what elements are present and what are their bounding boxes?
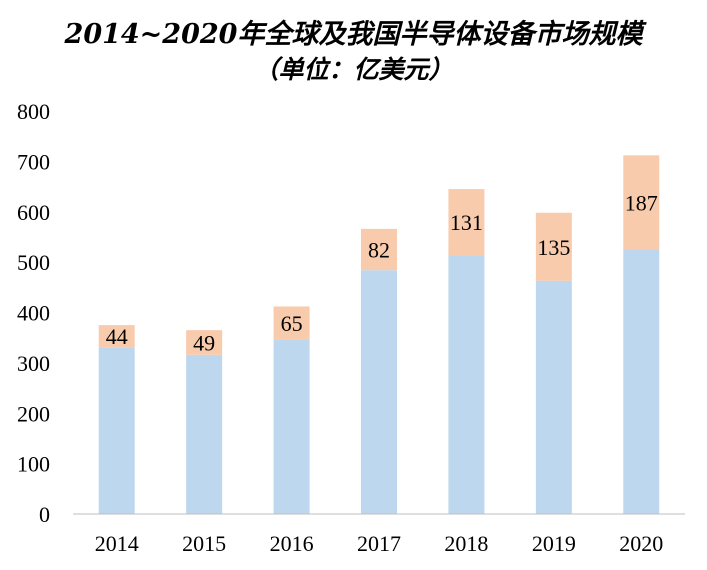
data-label: 135 bbox=[537, 235, 570, 260]
bar-base-segment bbox=[535, 280, 572, 514]
bar-top-segment bbox=[361, 228, 397, 271]
data-label: 49 bbox=[193, 330, 215, 355]
bar-base-segment bbox=[623, 249, 660, 514]
x-tick-label: 2017 bbox=[357, 531, 401, 556]
y-tick-label: 800 bbox=[17, 99, 50, 124]
chart-subtitle: （单位：亿美元） bbox=[253, 55, 454, 84]
data-label: 44 bbox=[106, 324, 128, 349]
chart-title: 2014~2020年全球及我国半导体设备市场规模 bbox=[64, 19, 643, 50]
x-tick-label: 2020 bbox=[619, 531, 663, 556]
y-tick-label: 300 bbox=[17, 351, 50, 376]
x-tick-label: 2016 bbox=[270, 531, 314, 556]
bar-top-segment bbox=[448, 189, 485, 256]
bar-top-segment bbox=[273, 306, 310, 340]
bar-base-segment bbox=[448, 255, 485, 514]
bar-base-segment bbox=[98, 347, 135, 514]
data-label: 82 bbox=[368, 238, 390, 263]
bar-base-segment bbox=[361, 270, 397, 514]
bar-base-segment bbox=[186, 354, 223, 514]
y-tick-label: 400 bbox=[17, 301, 50, 326]
x-tick-label: 2019 bbox=[532, 531, 576, 556]
y-tick-label: 500 bbox=[17, 250, 50, 275]
x-tick-label: 2014 bbox=[95, 531, 139, 556]
bar-top-segment bbox=[98, 325, 135, 348]
data-label: 187 bbox=[625, 190, 658, 215]
bar-top-segment bbox=[535, 212, 572, 281]
y-tick-label: 100 bbox=[17, 452, 50, 477]
y-tick-label: 200 bbox=[17, 401, 50, 426]
y-tick-label: 0 bbox=[39, 502, 50, 527]
x-tick-label: 2018 bbox=[444, 531, 488, 556]
bar-top-segment bbox=[186, 330, 223, 355]
y-tick-label: 600 bbox=[17, 200, 50, 225]
data-label: 65 bbox=[281, 311, 303, 336]
bar-base-segment bbox=[273, 339, 310, 514]
bar-top-segment bbox=[623, 155, 660, 250]
y-tick-label: 700 bbox=[17, 149, 50, 174]
x-tick-label: 2015 bbox=[182, 531, 226, 556]
data-label: 131 bbox=[450, 210, 483, 235]
